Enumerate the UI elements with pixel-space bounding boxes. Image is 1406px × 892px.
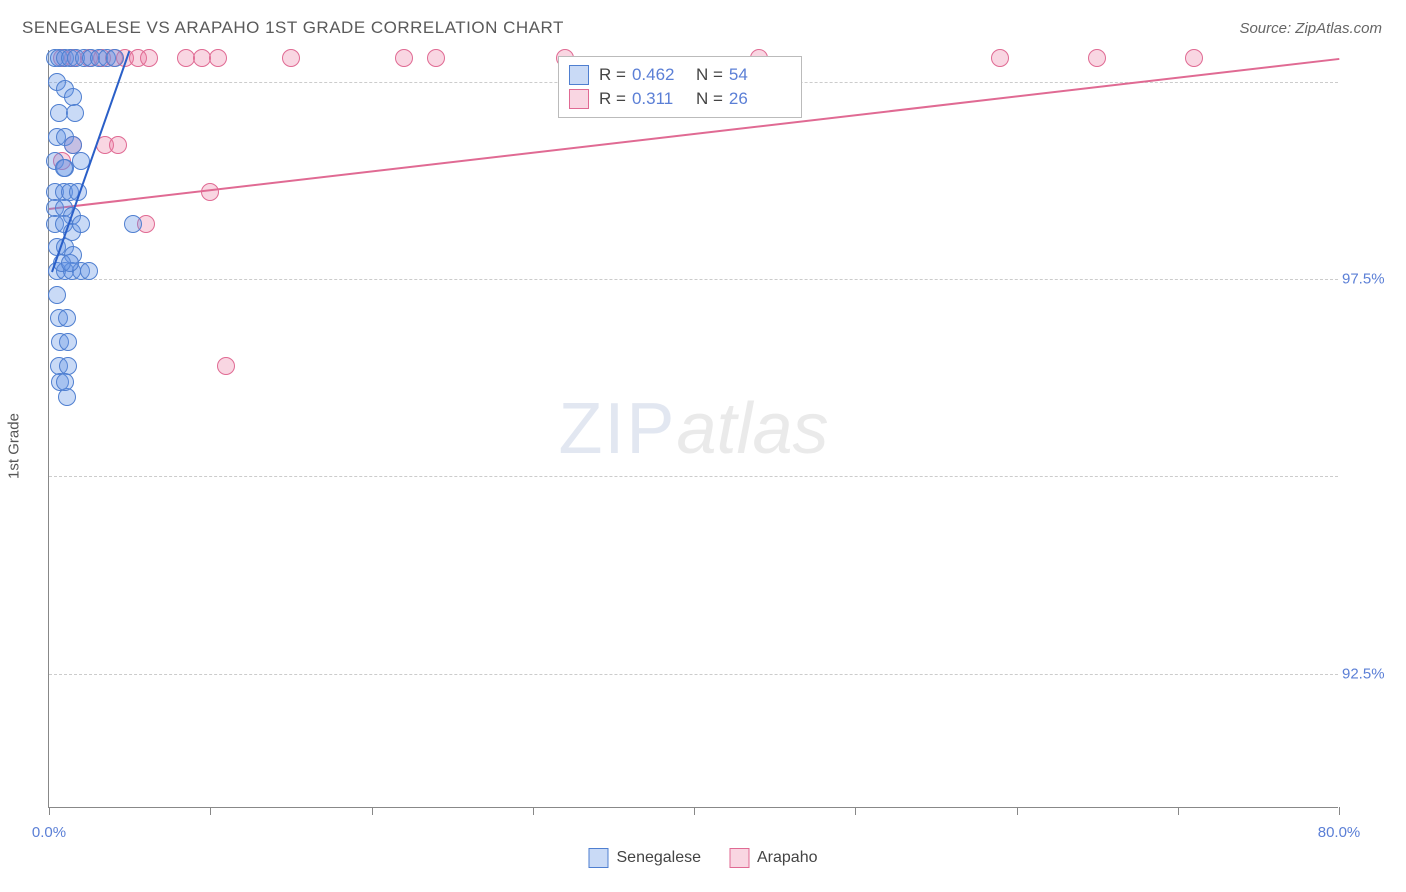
scatter-point	[109, 136, 127, 154]
gridline	[49, 674, 1338, 675]
scatter-point	[106, 49, 124, 67]
x-tick	[1178, 807, 1179, 815]
bottom-legend-item: Senegalese	[588, 848, 701, 868]
legend-row: R =0.462N =54	[569, 63, 787, 87]
scatter-point	[1185, 49, 1203, 67]
legend-text: R =0.462N =54	[599, 65, 787, 85]
scatter-point	[209, 49, 227, 67]
scatter-point	[61, 254, 79, 272]
scatter-point	[72, 215, 90, 233]
scatter-point	[124, 215, 142, 233]
legend-label: Arapaho	[757, 849, 818, 867]
x-tick	[694, 807, 695, 815]
scatter-point	[427, 49, 445, 67]
scatter-point	[59, 333, 77, 351]
chart-title: SENEGALESE VS ARAPAHO 1ST GRADE CORRELAT…	[22, 18, 564, 38]
legend-swatch	[569, 89, 589, 109]
y-tick-label: 97.5%	[1342, 270, 1402, 287]
bottom-legend-item: Arapaho	[729, 848, 818, 868]
scatter-point	[217, 357, 235, 375]
bottom-legend: Senegalese Arapaho	[588, 848, 817, 868]
scatter-point	[991, 49, 1009, 67]
legend-row: R =0.311N =26	[569, 87, 787, 111]
source-label: Source: ZipAtlas.com	[1239, 20, 1382, 37]
x-tick	[1017, 807, 1018, 815]
watermark: ZIPatlas	[558, 388, 828, 470]
plot-area: ZIPatlas 92.5%97.5%0.0%80.0%	[48, 50, 1338, 808]
legend-swatch	[729, 848, 749, 868]
x-tick	[49, 807, 50, 815]
y-tick-label: 92.5%	[1342, 665, 1402, 682]
gridline	[49, 279, 1338, 280]
x-tick-label: 0.0%	[32, 824, 66, 841]
legend-swatch	[588, 848, 608, 868]
stats-legend: R =0.462N =54 R =0.311N =26	[558, 56, 802, 118]
y-axis-title: 1st Grade	[6, 413, 23, 479]
legend-swatch	[569, 65, 589, 85]
x-tick-label: 80.0%	[1318, 824, 1361, 841]
scatter-point	[140, 49, 158, 67]
scatter-point	[58, 309, 76, 327]
scatter-point	[1088, 49, 1106, 67]
scatter-point	[55, 159, 73, 177]
scatter-point	[395, 49, 413, 67]
scatter-point	[282, 49, 300, 67]
legend-text: R =0.311N =26	[599, 89, 787, 109]
scatter-point	[80, 262, 98, 280]
gridline	[49, 476, 1338, 477]
x-tick	[1339, 807, 1340, 815]
scatter-point	[66, 104, 84, 122]
scatter-point	[56, 373, 74, 391]
x-tick	[210, 807, 211, 815]
x-tick	[533, 807, 534, 815]
scatter-point	[48, 286, 66, 304]
scatter-point	[201, 183, 219, 201]
scatter-point	[58, 388, 76, 406]
x-tick	[372, 807, 373, 815]
x-tick	[855, 807, 856, 815]
legend-label: Senegalese	[616, 849, 701, 867]
